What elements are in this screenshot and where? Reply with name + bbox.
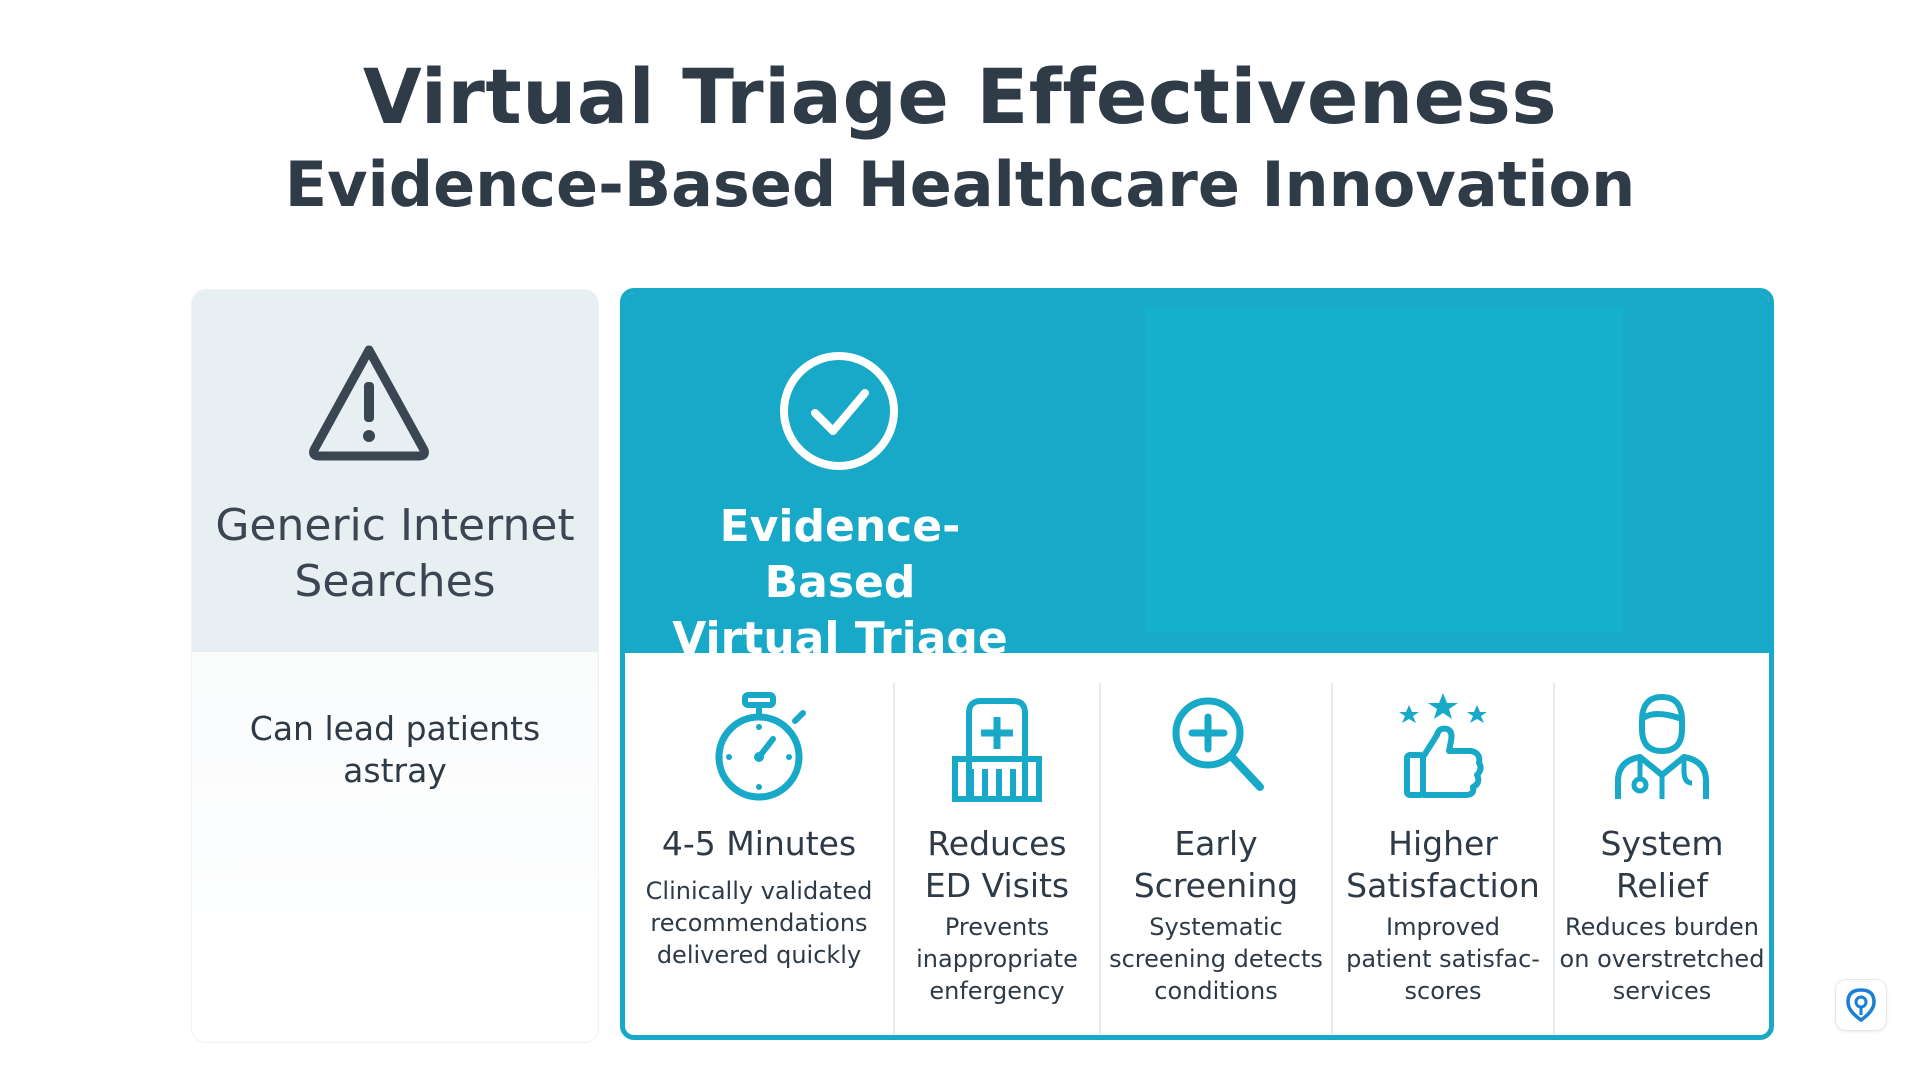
feature-screening: Early Screening Systematic screening det… xyxy=(1101,653,1331,1035)
feature-satisfaction-title-line1: Higher xyxy=(1388,824,1498,863)
feature-system-relief-desc-line2: on overstretched xyxy=(1559,945,1765,973)
feature-screening-desc-line3: conditions xyxy=(1154,977,1278,1005)
feature-system-relief-title: System Relief xyxy=(1555,823,1769,907)
feature-system-relief-desc-line1: Reduces burden xyxy=(1564,913,1759,941)
warning-triangle-icon xyxy=(309,345,429,461)
feature-speed: 4-5 Minutes Clinically validated recomme… xyxy=(625,653,893,1035)
feature-ed-visits: Reduces ED Visits Prevents inappropriate… xyxy=(895,653,1099,1035)
stopwatch-icon xyxy=(715,692,806,801)
feature-speed-desc-line3: delivered quickly xyxy=(656,941,862,969)
feature-satisfaction-title-line2: Satisfaction xyxy=(1346,866,1540,905)
feature-divider xyxy=(1099,683,1101,1035)
feature-screening-title-line2: Screening xyxy=(1133,866,1299,905)
feature-ed-visits-title-line2: ED Visits xyxy=(924,866,1070,905)
feature-speed-desc-line2: recommendations xyxy=(650,909,868,937)
feature-system-relief-desc: Reduces burden on overstretched services xyxy=(1555,911,1769,1007)
check-circle-icon xyxy=(780,352,898,470)
generic-search-desc-line1: Can lead patients xyxy=(249,709,541,748)
feature-system-relief-title-line2: Relief xyxy=(1615,866,1708,905)
thumbs-up-stars-icon xyxy=(1399,693,1487,798)
feature-system-relief-desc-line3: services xyxy=(1612,977,1712,1005)
location-badge[interactable] xyxy=(1836,980,1886,1030)
feature-system-relief: System Relief Reduces burden on overstre… xyxy=(1555,653,1769,1035)
feature-satisfaction-title: Higher Satisfaction xyxy=(1333,823,1553,907)
feature-screening-title: Early Screening xyxy=(1101,823,1331,907)
virtual-triage-card-header: Evidence-Based Virtual Triage xyxy=(625,293,1769,664)
generic-search-title-line1: Generic Internet xyxy=(215,500,575,551)
virtual-triage-title-line1: Evidence-Based xyxy=(719,501,961,608)
header-highlight-panel xyxy=(1145,308,1623,632)
feature-row: 4-5 Minutes Clinically validated recomme… xyxy=(625,653,1769,1035)
feature-screening-desc-line1: Systematic xyxy=(1149,913,1283,941)
feature-satisfaction-desc-line3: scores xyxy=(1404,977,1482,1005)
virtual-triage-title-line2: Virtual Triage xyxy=(672,613,1008,664)
hospital-icon xyxy=(952,698,1042,802)
feature-screening-title-line1: Early xyxy=(1174,824,1258,863)
generic-search-card-header: Generic Internet Searches xyxy=(192,290,598,652)
feature-divider xyxy=(1331,683,1333,1035)
generic-search-title-line2: Searches xyxy=(294,556,496,607)
feature-divider xyxy=(893,683,895,1035)
feature-speed-desc-line1: Clinically validated xyxy=(645,877,873,905)
feature-ed-visits-desc-line3: enfergency xyxy=(929,977,1065,1005)
feature-speed-title: 4-5 Minutes xyxy=(625,823,893,865)
virtual-triage-title: Evidence-Based Virtual Triage xyxy=(665,499,1015,667)
feature-ed-visits-title-line1: Reduces xyxy=(927,824,1067,863)
feature-satisfaction-desc-line1: Improved xyxy=(1386,913,1500,941)
feature-divider xyxy=(1553,683,1555,1035)
generic-search-description: Can lead patients astray xyxy=(192,708,598,792)
feature-screening-desc: Systematic screening detects conditions xyxy=(1101,911,1331,1007)
feature-speed-title-line1: 4-5 Minutes xyxy=(661,824,857,863)
feature-system-relief-title-line1: System xyxy=(1600,824,1724,863)
feature-speed-desc: Clinically validated recommendations del… xyxy=(625,875,893,971)
generic-search-title: Generic Internet Searches xyxy=(192,498,598,610)
virtual-triage-card: Evidence-Based Virtual Triage xyxy=(620,288,1774,1040)
page-subtitle: Evidence-Based Healthcare Innovation xyxy=(284,148,1636,221)
feature-screening-desc-line2: screening detects xyxy=(1109,945,1323,973)
feature-satisfaction-desc-line2: patient satisfac- xyxy=(1346,945,1540,973)
location-pin-icon xyxy=(1846,988,1876,1023)
feature-satisfaction: Higher Satisfaction Improved patient sat… xyxy=(1333,653,1553,1035)
generic-search-desc-line2: astray xyxy=(343,751,447,790)
feature-ed-visits-desc-line2: inappropriate xyxy=(916,945,1078,973)
doctor-icon xyxy=(1615,693,1709,799)
feature-ed-visits-desc: Prevents inappropriate enfergency xyxy=(895,911,1099,1007)
feature-satisfaction-desc: Improved patient satisfac- scores xyxy=(1333,911,1553,1007)
feature-ed-visits-title: Reduces ED Visits xyxy=(895,823,1099,907)
page-title: Virtual Triage Effectiveness xyxy=(362,52,1558,141)
feature-ed-visits-desc-line1: Prevents xyxy=(944,913,1050,941)
magnifier-plus-icon xyxy=(1172,697,1264,791)
generic-search-card: Generic Internet Searches Can lead patie… xyxy=(192,290,598,1042)
